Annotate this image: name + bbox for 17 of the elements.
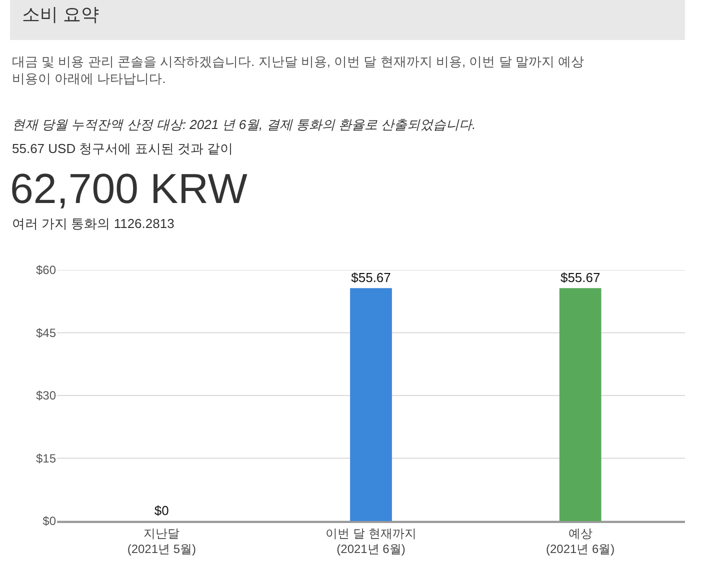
y-tick-label: $0 — [42, 514, 56, 528]
y-tick-label: $15 — [36, 451, 56, 466]
text: 55.67 USD 청구서에 표시된 것과 같이 — [12, 141, 234, 156]
data-label: $55.67 — [560, 270, 600, 286]
data-label: $55.67 — [351, 270, 391, 286]
text: 62,700 KRW — [10, 165, 248, 212]
x-tick-label: 지난달 (2021년 5월) — [127, 526, 196, 556]
y-tick-label: $45 — [36, 326, 56, 340]
y-tick-label: $30 — [36, 388, 56, 403]
text: 현재 당월 누적잔액 산정 대상: 2021 년 6월, 결제 통화의 환율로 산출되었습니다. — [12, 117, 476, 132]
chart-title: 소비 요약 — [22, 4, 100, 25]
text: 여러 가지 통화의 1126.2813 — [12, 216, 174, 231]
data-label: $0 — [154, 503, 169, 518]
y-tick-label: $60 — [36, 263, 56, 278]
x-tick-label: 예상 (2021년 6월) — [546, 526, 615, 556]
x-tick-label: 이번 달 현재까지 (2021년 6월) — [326, 526, 416, 556]
text: 대금 및 비용 관리 콘솔을 시작하겠습니다. 지난달 비용, 이번 달 현재까지 비용, 이번 달 말까지 예상 비용이 아래에 나타납니다. — [12, 54, 584, 86]
